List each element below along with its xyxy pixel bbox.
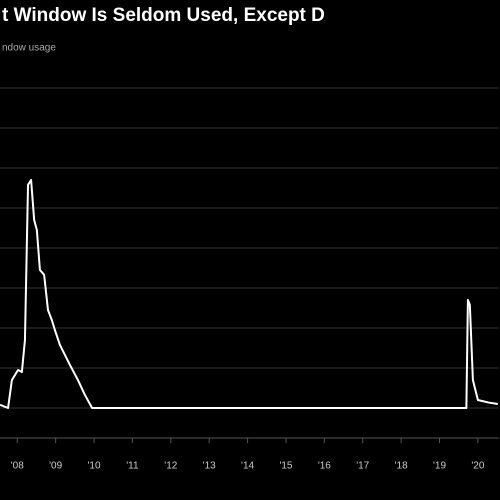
x-tick-label: '09 <box>49 461 62 472</box>
x-tick-label: '11 <box>126 461 139 472</box>
chart-subtitle: ndow usage <box>2 43 56 54</box>
x-tick-label: '15 <box>279 461 292 472</box>
x-tick-label: '13 <box>203 461 216 472</box>
line-series <box>0 179 498 409</box>
x-tick-label: '20 <box>471 461 484 472</box>
x-tick-label: '17 <box>356 461 369 472</box>
x-tick-label: '14 <box>241 461 254 472</box>
chart-title: t Window Is Seldom Used, Except D <box>2 5 325 26</box>
x-tick-label: '12 <box>164 461 177 472</box>
x-tick-label: '08 <box>11 461 24 472</box>
x-tick-label: '19 <box>433 461 446 472</box>
x-tick-label: '16 <box>318 461 331 472</box>
x-tick-label: '18 <box>395 461 408 472</box>
x-tick-label: '10 <box>88 461 101 472</box>
